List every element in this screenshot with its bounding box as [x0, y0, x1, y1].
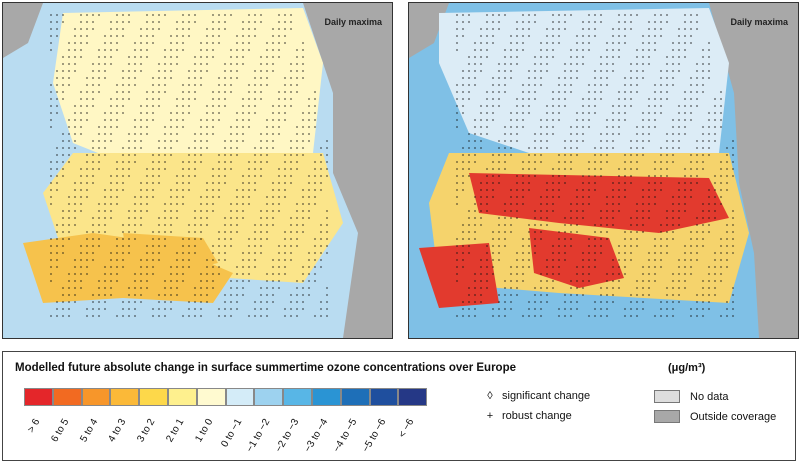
legend-tick-label: 0 to −1	[218, 417, 244, 450]
legend-swatch	[369, 388, 399, 406]
legend-swatch	[52, 388, 82, 406]
diamond-marker-icon: ◊	[487, 390, 493, 402]
legend-tick-label: 5 to 4	[77, 417, 100, 445]
legend: Modelled future absolute change in surfa…	[2, 351, 796, 461]
marker-label: significant change	[502, 390, 591, 402]
legend-swatch	[254, 388, 284, 406]
legend-swatch	[398, 388, 428, 406]
map-label: Daily maxima	[324, 17, 382, 27]
legend-swatch	[283, 388, 312, 406]
coverage-label: Outside coverage	[690, 410, 777, 423]
legend-swatches	[24, 388, 428, 408]
land-south-italy	[529, 228, 624, 288]
map-right: Daily maxima	[408, 2, 799, 339]
legend-tick-label: < −6	[397, 417, 417, 440]
map-left-canvas	[3, 3, 392, 338]
legend-marker-robust: + robust change	[484, 410, 572, 422]
legend-swatch	[24, 388, 53, 406]
legend-swatch	[110, 388, 140, 406]
marker-label: robust change	[502, 410, 572, 422]
plus-marker-icon: +	[486, 410, 494, 422]
legend-tick-label: −3 to −4	[302, 417, 331, 455]
map-left: Daily maxima	[2, 2, 393, 339]
outside-coverage-corner	[3, 3, 43, 58]
legend-tick-label: −5 to −6	[360, 417, 388, 455]
outside-coverage-swatch	[654, 410, 680, 423]
legend-tick-label: 3 to 2	[135, 417, 158, 445]
legend-swatch	[139, 388, 168, 406]
legend-swatch	[340, 388, 370, 406]
legend-unit: (μg/m³)	[668, 362, 706, 374]
no-data-swatch	[654, 390, 680, 403]
legend-marker-significant: ◊ significant change	[484, 390, 590, 402]
legend-title: Modelled future absolute change in surfa…	[15, 362, 516, 374]
land-north	[53, 8, 323, 173]
legend-tick-label: −4 to −5	[331, 417, 360, 455]
legend-tick-label: 6 to 5	[49, 417, 72, 445]
map-right-canvas	[409, 3, 798, 338]
legend-tick-label: −2 to −3	[273, 417, 302, 455]
land-south-iberia	[419, 243, 499, 308]
legend-tick-label: > 6	[25, 417, 43, 435]
hatch-markers	[50, 14, 328, 317]
legend-tick-label: −1 to −2	[244, 417, 273, 455]
map-label: Daily maxima	[730, 17, 788, 27]
legend-tick-label: 4 to 3	[106, 417, 129, 445]
coverage-label: No data	[690, 390, 729, 403]
legend-swatch	[196, 388, 226, 406]
outside-coverage-east	[303, 3, 392, 338]
legend-outside-coverage: Outside coverage	[654, 410, 776, 423]
legend-swatch	[81, 388, 111, 406]
legend-tick-label: 1 to 0	[193, 417, 216, 445]
legend-swatch	[167, 388, 197, 406]
legend-no-data: No data	[654, 390, 729, 403]
legend-swatch	[225, 388, 255, 406]
land-north	[439, 8, 729, 168]
hatch-markers	[456, 14, 734, 317]
outside-coverage-east	[709, 3, 798, 338]
land-south-core	[123, 233, 218, 273]
legend-swatch	[311, 388, 341, 406]
legend-tick-label: 2 to 1	[164, 417, 187, 445]
